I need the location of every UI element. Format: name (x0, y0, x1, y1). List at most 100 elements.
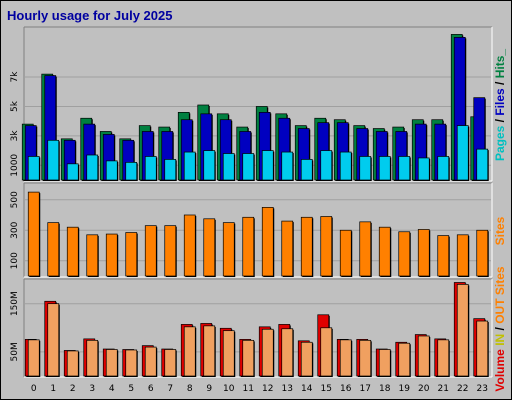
bar-out (47, 303, 60, 377)
bar-out (203, 325, 216, 377)
panel-requests: 1000 3k 5k 7k Pages / Files / Hits_ (10, 26, 507, 182)
bar-pages (125, 162, 138, 181)
bar-sites (456, 234, 469, 277)
bar-sites (437, 235, 450, 277)
x-tick-label: 19 (399, 384, 411, 394)
bar-sites (300, 216, 313, 277)
legend-: / (493, 324, 507, 334)
bar-out (378, 349, 391, 377)
y-tick-label: 50M (10, 342, 20, 361)
bar-sites (125, 232, 138, 277)
bar-pages (300, 159, 313, 181)
bar-out (359, 339, 372, 377)
bar-sites (242, 216, 255, 277)
bar-out (164, 349, 177, 377)
bar-out (125, 349, 138, 377)
bar-sites (222, 222, 235, 277)
bar-sites (339, 229, 352, 277)
panel-legend: Sites (493, 216, 507, 245)
bar-sites (261, 207, 274, 277)
bar-out (300, 341, 313, 377)
y-tick-label: 3k (10, 130, 20, 142)
legend-hits: Hits_ (493, 49, 507, 79)
bar-pages (339, 151, 352, 181)
x-tick-label: 18 (379, 384, 391, 394)
x-tick-label: 11 (243, 384, 254, 394)
x-tick-label: 4 (109, 384, 115, 394)
y-tick-label: 500 (10, 191, 20, 208)
x-tick-label: 8 (187, 384, 193, 394)
x-tick-label: 20 (418, 384, 430, 394)
y-tick-label: 300 (10, 221, 20, 238)
bar-pages (476, 148, 489, 181)
bar-pages (164, 159, 177, 181)
x-tick-label: 9 (206, 384, 212, 394)
panel-legend: Pages / Files / Hits_ (493, 49, 507, 161)
panel-background (24, 279, 492, 377)
bar-pages (320, 150, 333, 181)
x-tick-label: 16 (340, 384, 352, 394)
bar-pages (222, 153, 235, 181)
bar-sites (105, 233, 118, 277)
legend-volume: Volume (493, 349, 507, 392)
legend-out: OUT (493, 298, 507, 324)
x-axis: 0 1 2 3 4 5 6 7 8 9 10 11 12 13 14 15 16 17 18 19 20 21 22 23 (31, 384, 488, 394)
panel-sites: 100 300 500 Sites (10, 182, 507, 278)
bar-pages (437, 156, 450, 181)
bar-sites (398, 231, 411, 277)
x-tick-label: 2 (70, 384, 76, 394)
bar-pages (47, 139, 60, 181)
bar-sites (417, 229, 430, 277)
bar-pages (183, 151, 196, 181)
x-tick-label: 6 (148, 384, 154, 394)
bar-sites (144, 225, 157, 277)
bar-sites (27, 191, 40, 277)
bar-sites (183, 214, 196, 277)
x-tick-label: 15 (321, 384, 332, 394)
bar-out (66, 350, 79, 377)
x-tick-label: 22 (457, 384, 468, 394)
chart-title: Hourly usage for July 2025 (7, 8, 172, 23)
x-tick-label: 17 (360, 384, 371, 394)
y-tick-label: 5k (10, 100, 20, 112)
x-tick-label: 1 (50, 384, 56, 394)
bar-sites (203, 218, 216, 277)
bar-out (222, 330, 235, 377)
bar-out (437, 339, 450, 377)
bar-sites (66, 226, 79, 277)
panel-legend: Volume IN / OUT Sites (493, 266, 507, 392)
x-tick-label: 3 (89, 384, 95, 394)
x-tick-label: 23 (477, 384, 488, 394)
x-tick-label: 7 (167, 384, 173, 394)
bar-pages (398, 156, 411, 181)
bar-out (417, 335, 430, 377)
bar-pages (456, 125, 469, 181)
legend-in: IN (493, 334, 507, 346)
bar-sites (86, 234, 99, 277)
bar-out (398, 342, 411, 377)
y-tick-label: 1000 (10, 154, 20, 177)
bar-sites (281, 220, 294, 277)
bar-pages (378, 156, 391, 181)
x-tick-label: 12 (262, 384, 273, 394)
bar-pages (86, 154, 99, 181)
bar-sites (359, 221, 372, 277)
bar-pages (281, 151, 294, 181)
x-tick-label: 14 (301, 384, 313, 394)
x-tick-label: 0 (31, 384, 37, 394)
bar-out (242, 339, 255, 377)
y-tick-label: 100 (10, 252, 20, 269)
bar-out (144, 346, 157, 377)
y-tick-label: 150M (10, 291, 20, 316)
bar-sites (47, 222, 60, 277)
bar-pages (144, 156, 157, 181)
panel-volume: 50M 150M Volume IN / OUT Sites (10, 266, 507, 392)
bar-pages (242, 153, 255, 181)
bar-pages (105, 160, 118, 181)
legend-pages: Pages (493, 125, 507, 161)
bar-pages (417, 157, 430, 181)
legend-: / (493, 78, 507, 88)
bar-sites (320, 216, 333, 277)
